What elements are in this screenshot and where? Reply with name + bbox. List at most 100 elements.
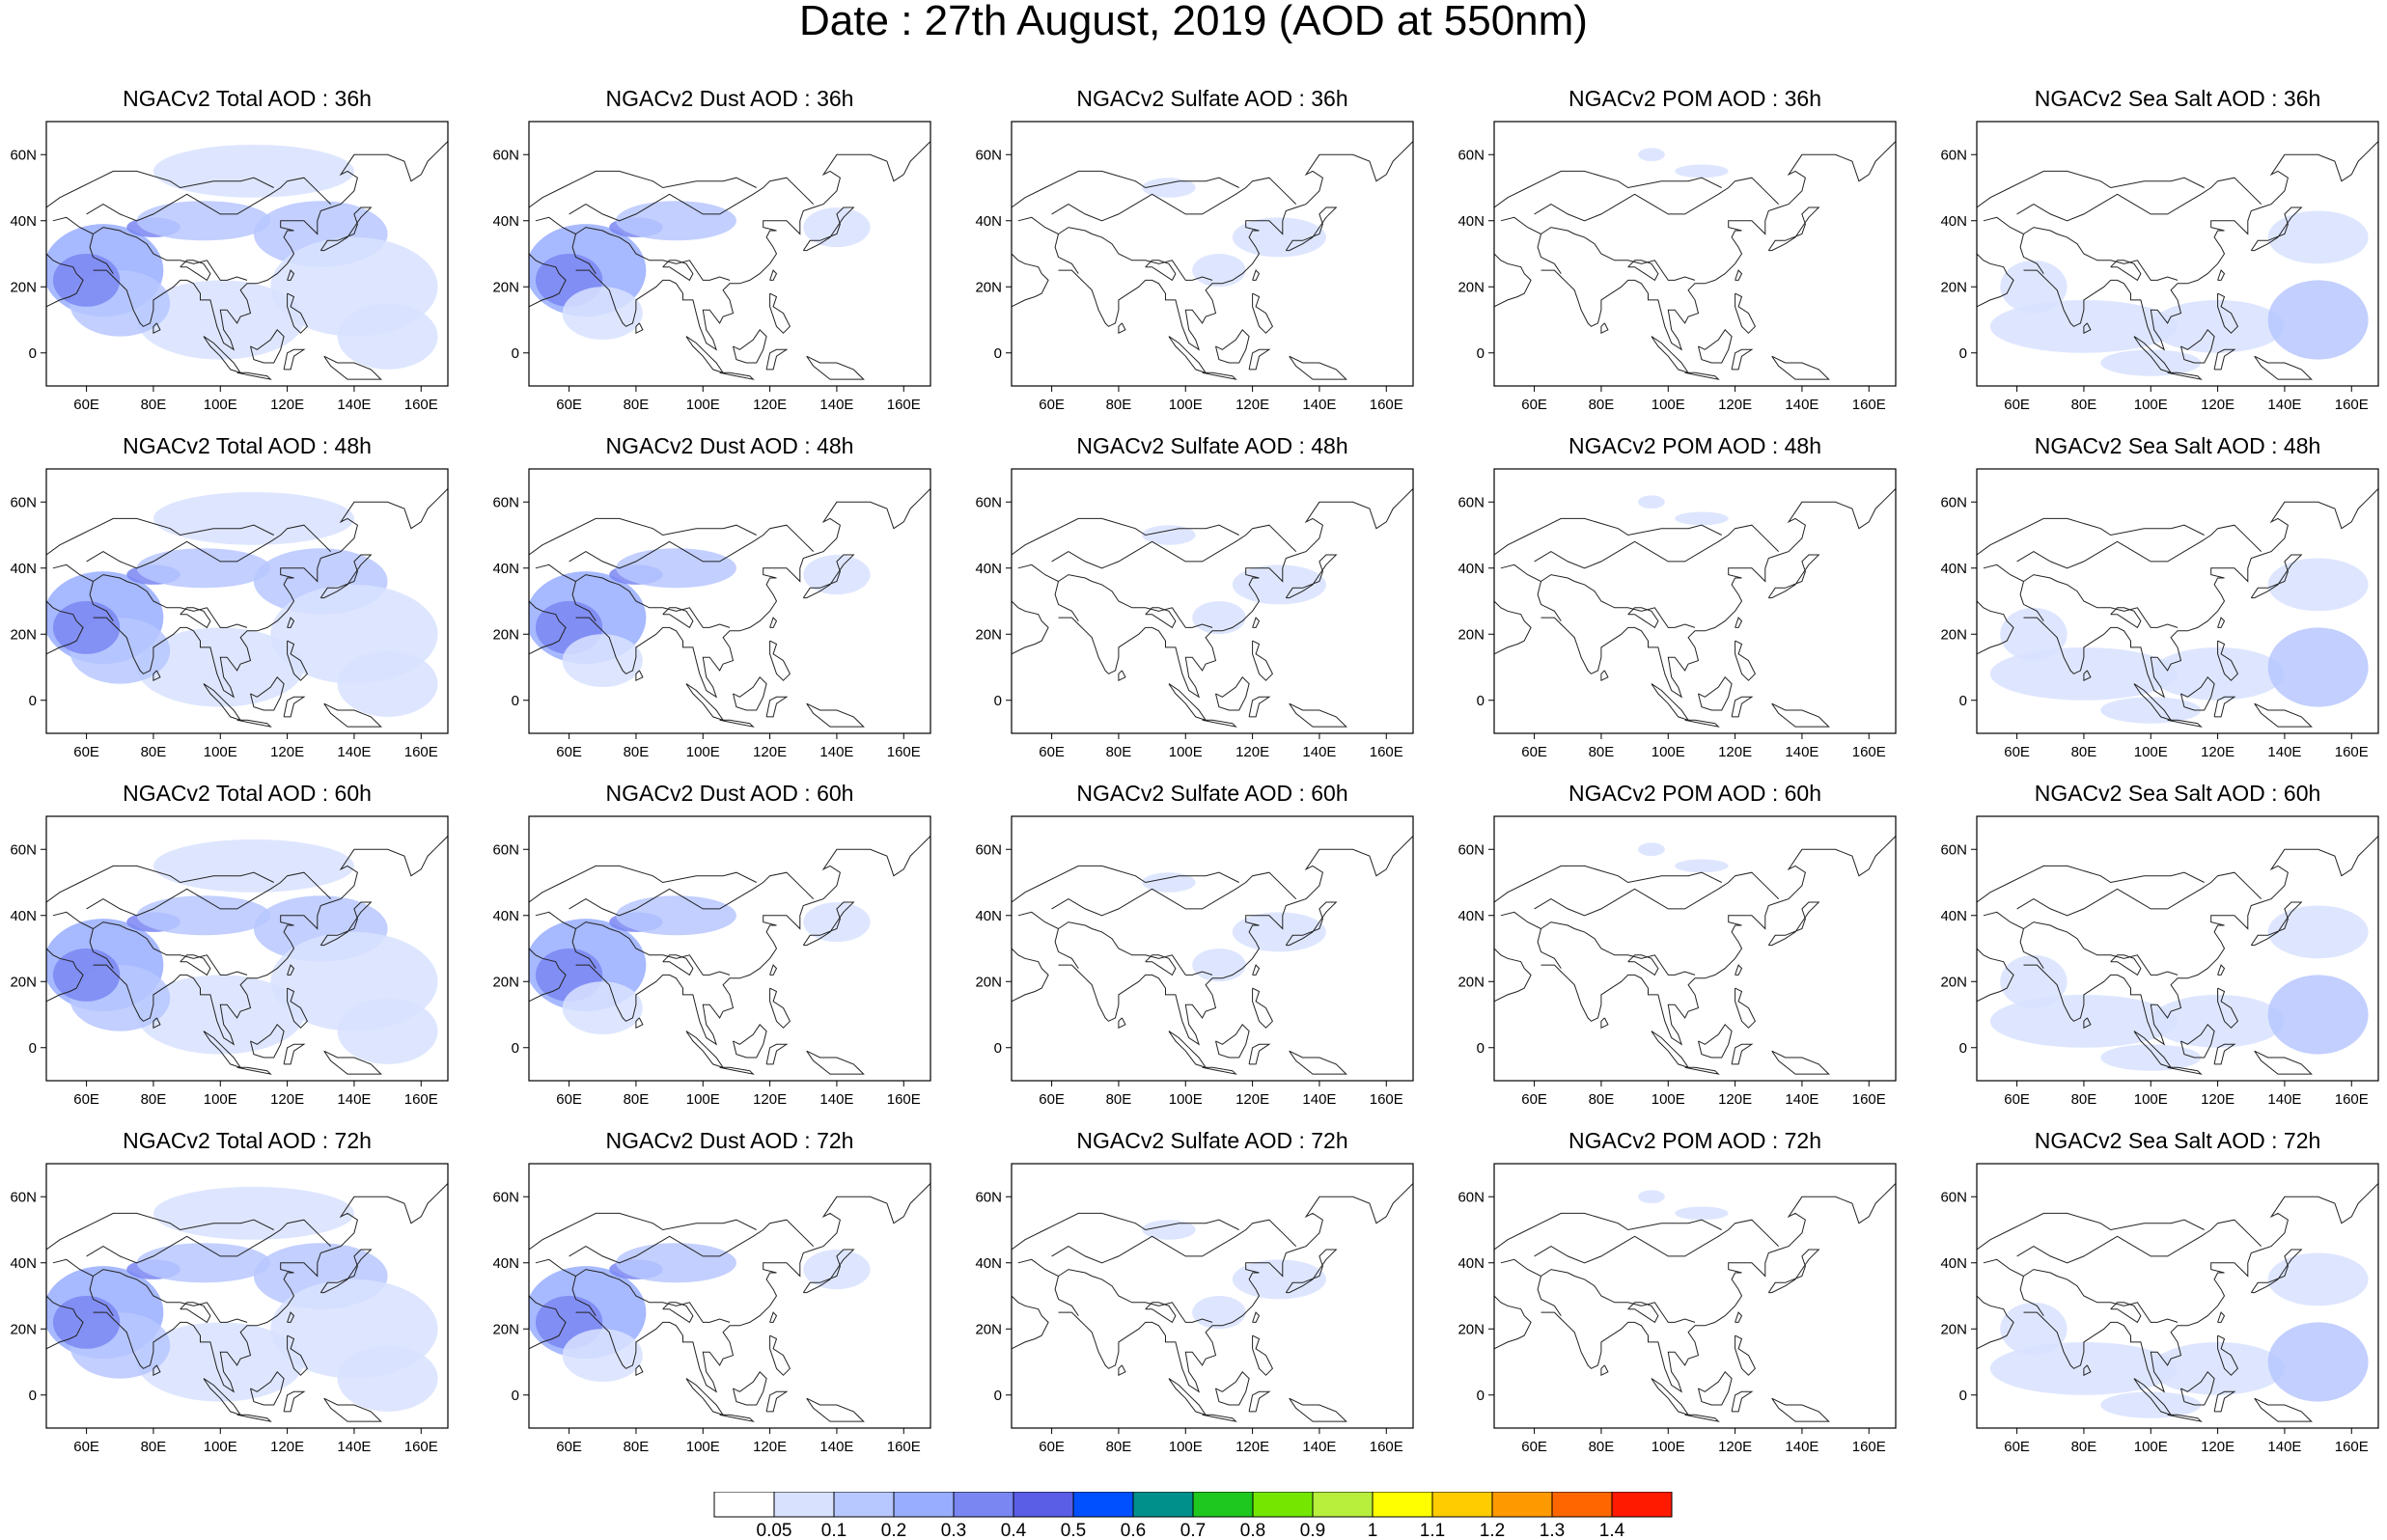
y-tick-label: 20N [492, 626, 519, 643]
y-tick-label: 0 [512, 693, 519, 709]
coastline [52, 564, 114, 621]
x-tick-label: 140E [819, 744, 853, 760]
y-tick-label: 0 [1959, 1040, 1967, 1057]
coastline [662, 607, 694, 629]
coastline [1627, 1302, 1659, 1324]
aod-region [2151, 1341, 2285, 1395]
y-tick-label: 0 [994, 693, 1002, 709]
coastline [1494, 600, 1532, 655]
coastline [733, 1024, 767, 1059]
y-tick-label: 60N [492, 494, 519, 510]
y-tick-label: 60N [10, 494, 37, 510]
coastline [1252, 1334, 1274, 1376]
coastline [802, 901, 855, 947]
coastline [287, 987, 309, 1029]
x-tick-label: 80E [1589, 744, 1615, 760]
coastline [2217, 1311, 2226, 1323]
y-tick-label: 60N [10, 147, 37, 163]
aod-field [1494, 488, 1896, 728]
coastline [52, 216, 114, 274]
map-plot: 60N 40N 20N 0 60E 80E 100E 120E 140E 160E [1940, 468, 2379, 760]
coastline [1058, 227, 1213, 281]
coastline [1540, 141, 1896, 351]
coastline [1540, 488, 1896, 699]
aod-region [1675, 1206, 1729, 1221]
y-tick-label: 60N [1940, 494, 1967, 510]
coastline [569, 177, 815, 222]
colorbar-swatch [1072, 1492, 1134, 1518]
coastline [1651, 683, 1690, 722]
coastline [733, 1371, 767, 1406]
coastline [535, 564, 597, 621]
coastline [529, 1212, 757, 1251]
colorbar-label: 1.1 [1420, 1521, 1445, 1540]
y-tick-label: 40N [492, 908, 519, 924]
panel-title: NGACv2 Sulfate AOD : 48h [1076, 433, 1348, 458]
coastline [1494, 517, 1722, 556]
coastline [1252, 964, 1261, 976]
coastline [287, 964, 295, 976]
y-tick-label: 0 [1959, 1388, 1967, 1404]
coastline [2023, 574, 2179, 628]
aod-region [153, 1186, 354, 1240]
map-plot: 60N 40N 20N 0 60E 80E 100E 120E 140E 160E [10, 815, 449, 1108]
aod-field [46, 1183, 448, 1422]
x-tick-label: 140E [1302, 397, 1336, 413]
aod-field [1012, 488, 1413, 728]
aod-region [616, 201, 736, 241]
x-tick-label: 80E [1589, 1439, 1615, 1455]
x-tick-label: 60E [1039, 397, 1065, 413]
aod-field [1494, 141, 1896, 380]
coastline [1058, 141, 1413, 351]
map-plot: 60N 40N 20N 0 60E 80E 100E 120E 140E 160E [1940, 815, 2379, 1108]
x-tick-label: 80E [624, 397, 650, 413]
x-tick-label: 60E [1521, 744, 1547, 760]
coastlines [1012, 836, 1413, 1075]
x-tick-label: 100E [686, 1439, 720, 1455]
colorbar-label: 1.3 [1540, 1521, 1565, 1540]
coastline [46, 517, 274, 556]
y-tick-label: 20N [10, 1321, 37, 1337]
coastline [1977, 865, 2205, 903]
x-tick-label: 120E [2201, 1091, 2234, 1108]
aod-region [2267, 905, 2369, 959]
aod-region [1142, 525, 1196, 545]
x-tick-label: 80E [2071, 1439, 2097, 1455]
coastline [1289, 1050, 1347, 1075]
x-tick-label: 120E [2201, 744, 2234, 760]
y-tick-label: 60N [492, 147, 519, 163]
x-tick-label: 160E [1852, 1091, 1886, 1108]
coastline [719, 1066, 755, 1075]
aod-field [46, 488, 448, 728]
coastline [765, 1390, 789, 1413]
coastline [1627, 260, 1659, 282]
coastline [1771, 1397, 1830, 1422]
y-tick-label: 60N [492, 841, 519, 858]
plot-frame [1011, 121, 1414, 387]
aod-region [2100, 349, 2202, 376]
coastline [1058, 488, 1413, 699]
coastline [180, 1302, 211, 1324]
plot-frame [45, 468, 449, 734]
y-tick-label: 40N [1940, 561, 1967, 577]
coastline [2016, 524, 2262, 569]
panel-title: NGACv2 Sea Salt AOD : 36h [2034, 86, 2321, 111]
colorbar-label: 0.05 [757, 1521, 792, 1540]
x-tick-label: 140E [819, 1091, 853, 1108]
coastline [1168, 683, 1207, 722]
coastline [46, 253, 84, 308]
coastline [2213, 1043, 2236, 1065]
x-tick-label: 80E [2071, 397, 2097, 413]
y-tick-label: 40N [10, 1255, 37, 1272]
coastline [765, 348, 789, 371]
x-tick-label: 120E [2201, 1439, 2234, 1455]
coastline [529, 865, 757, 903]
x-tick-label: 100E [204, 1439, 237, 1455]
coastlines [529, 1183, 930, 1422]
aod-field [1494, 1183, 1896, 1422]
panel-title: NGACv2 Dust AOD : 72h [605, 1128, 854, 1153]
aod-field [529, 488, 930, 728]
coastline [1494, 1295, 1532, 1350]
aod-region [2100, 697, 2202, 724]
coastline [2217, 640, 2239, 681]
